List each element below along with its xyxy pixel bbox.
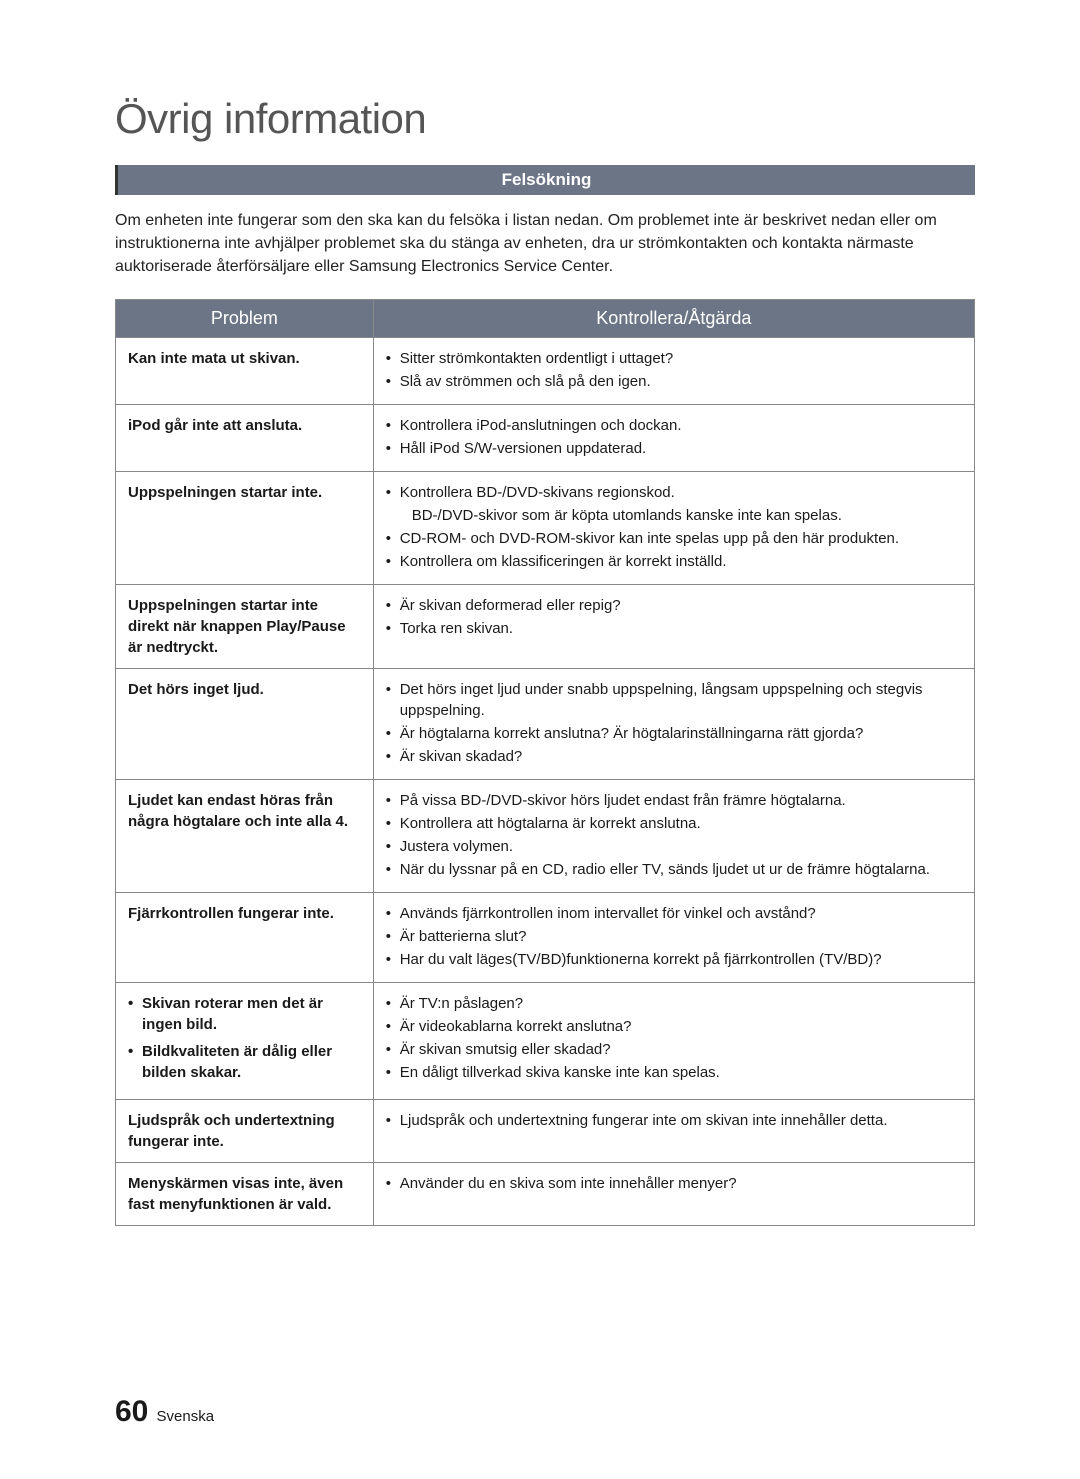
action-item: Torka ren skivan. [386, 618, 962, 639]
table-row: Ljudspråk och undertextning fungerar int… [116, 1099, 975, 1162]
action-item: Är högtalarna korrekt anslutna? Är högta… [386, 723, 962, 744]
problem-item: Skivan roterar men det är ingen bild. [128, 993, 361, 1035]
action-cell: Används fjärrkontrollen inom intervallet… [373, 892, 974, 982]
action-item: Kontrollera att högtalarna är korrekt an… [386, 813, 962, 834]
action-item: När du lyssnar på en CD, radio eller TV,… [386, 859, 962, 880]
action-item: Kontrollera om klassificeringen är korre… [386, 551, 962, 572]
action-item: Det hörs inget ljud under snabb uppspeln… [386, 679, 962, 721]
column-header-problem: Problem [116, 299, 374, 337]
problem-cell: Menyskärmen visas inte, även fast menyfu… [116, 1162, 374, 1225]
action-item: Sitter strömkontakten ordentligt i uttag… [386, 348, 962, 369]
action-cell: Är skivan deformerad eller repig?Torka r… [373, 584, 974, 668]
problem-cell: Skivan roterar men det är ingen bild. Bil… [116, 982, 374, 1099]
action-item: Är videokablarna korrekt anslutna? [386, 1016, 962, 1037]
column-header-action: Kontrollera/Åtgärda [373, 299, 974, 337]
action-item: Är skivan skadad? [386, 746, 962, 767]
action-item: Håll iPod S/W-versionen uppdaterad. [386, 438, 962, 459]
table-row: Uppspelningen startar inte direkt när kn… [116, 584, 975, 668]
action-cell: Det hörs inget ljud under snabb uppspeln… [373, 668, 974, 779]
action-item: Kontrollera iPod-anslutningen och dockan… [386, 415, 962, 436]
action-cell: Ljudspråk och undertextning fungerar int… [373, 1099, 974, 1162]
problem-item: Bildkvaliteten är dålig eller bilden ska… [128, 1041, 361, 1083]
action-item: Kontrollera BD-/DVD-skivans regionskod. [386, 482, 962, 503]
action-cell: Kontrollera iPod-anslutningen och dockan… [373, 404, 974, 471]
troubleshooting-table: Problem Kontrollera/Åtgärda Kan inte mat… [115, 299, 975, 1226]
action-item: Är TV:n påslagen? [386, 993, 962, 1014]
action-item: CD-ROM- och DVD-ROM-skivor kan inte spel… [386, 528, 962, 549]
action-item: BD-/DVD-skivor som är köpta utomlands ka… [386, 505, 962, 526]
action-item: Är skivan deformerad eller repig? [386, 595, 962, 616]
problem-cell: Fjärrkontrollen fungerar inte. [116, 892, 374, 982]
problem-cell: Ljudspråk och undertextning fungerar int… [116, 1099, 374, 1162]
action-item: En dåligt tillverkad skiva kanske inte k… [386, 1062, 962, 1083]
table-row: Det hörs inget ljud. Det hörs inget ljud … [116, 668, 975, 779]
table-row: Fjärrkontrollen fungerar inte. Används fj… [116, 892, 975, 982]
action-item: Ljudspråk och undertextning fungerar int… [386, 1110, 962, 1131]
action-cell: Använder du en skiva som inte innehåller… [373, 1162, 974, 1225]
table-row: Ljudet kan endast höras från några högta… [116, 779, 975, 892]
table-row: Kan inte mata ut skivan. Sitter strömkont… [116, 337, 975, 404]
table-row: Menyskärmen visas inte, även fast menyfu… [116, 1162, 975, 1225]
action-item: Använder du en skiva som inte innehåller… [386, 1173, 962, 1194]
intro-paragraph: Om enheten inte fungerar som den ska kan… [115, 209, 975, 279]
problem-cell: Kan inte mata ut skivan. [116, 337, 374, 404]
table-row: Skivan roterar men det är ingen bild. Bil… [116, 982, 975, 1099]
problem-cell: Uppspelningen startar inte direkt när kn… [116, 584, 374, 668]
action-item: Är skivan smutsig eller skadad? [386, 1039, 962, 1060]
action-item: På vissa BD-/DVD-skivor hörs ljudet enda… [386, 790, 962, 811]
action-item: Slå av strömmen och slå på den igen. [386, 371, 962, 392]
action-item: Används fjärrkontrollen inom intervallet… [386, 903, 962, 924]
action-item: Är batterierna slut? [386, 926, 962, 947]
problem-cell: Det hörs inget ljud. [116, 668, 374, 779]
section-header-troubleshooting: Felsökning [115, 165, 975, 195]
action-cell: På vissa BD-/DVD-skivor hörs ljudet enda… [373, 779, 974, 892]
page-footer: 60 Svenska [115, 1395, 214, 1429]
page-language: Svenska [157, 1408, 215, 1425]
problem-cell: Ljudet kan endast höras från några högta… [116, 779, 374, 892]
problem-cell: iPod går inte att ansluta. [116, 404, 374, 471]
page-number: 60 [115, 1395, 148, 1428]
table-row: iPod går inte att ansluta. Kontrollera iP… [116, 404, 975, 471]
problem-cell: Uppspelningen startar inte. [116, 471, 374, 584]
action-item: Har du valt läges(TV/BD)funktionerna kor… [386, 949, 962, 970]
action-cell: Är TV:n påslagen?Är videokablarna korrek… [373, 982, 974, 1099]
action-item: Justera volymen. [386, 836, 962, 857]
page-title: Övrig information [115, 95, 975, 143]
action-cell: Sitter strömkontakten ordentligt i uttag… [373, 337, 974, 404]
action-cell: Kontrollera BD-/DVD-skivans regionskod.B… [373, 471, 974, 584]
table-row: Uppspelningen startar inte.Kontrollera B… [116, 471, 975, 584]
